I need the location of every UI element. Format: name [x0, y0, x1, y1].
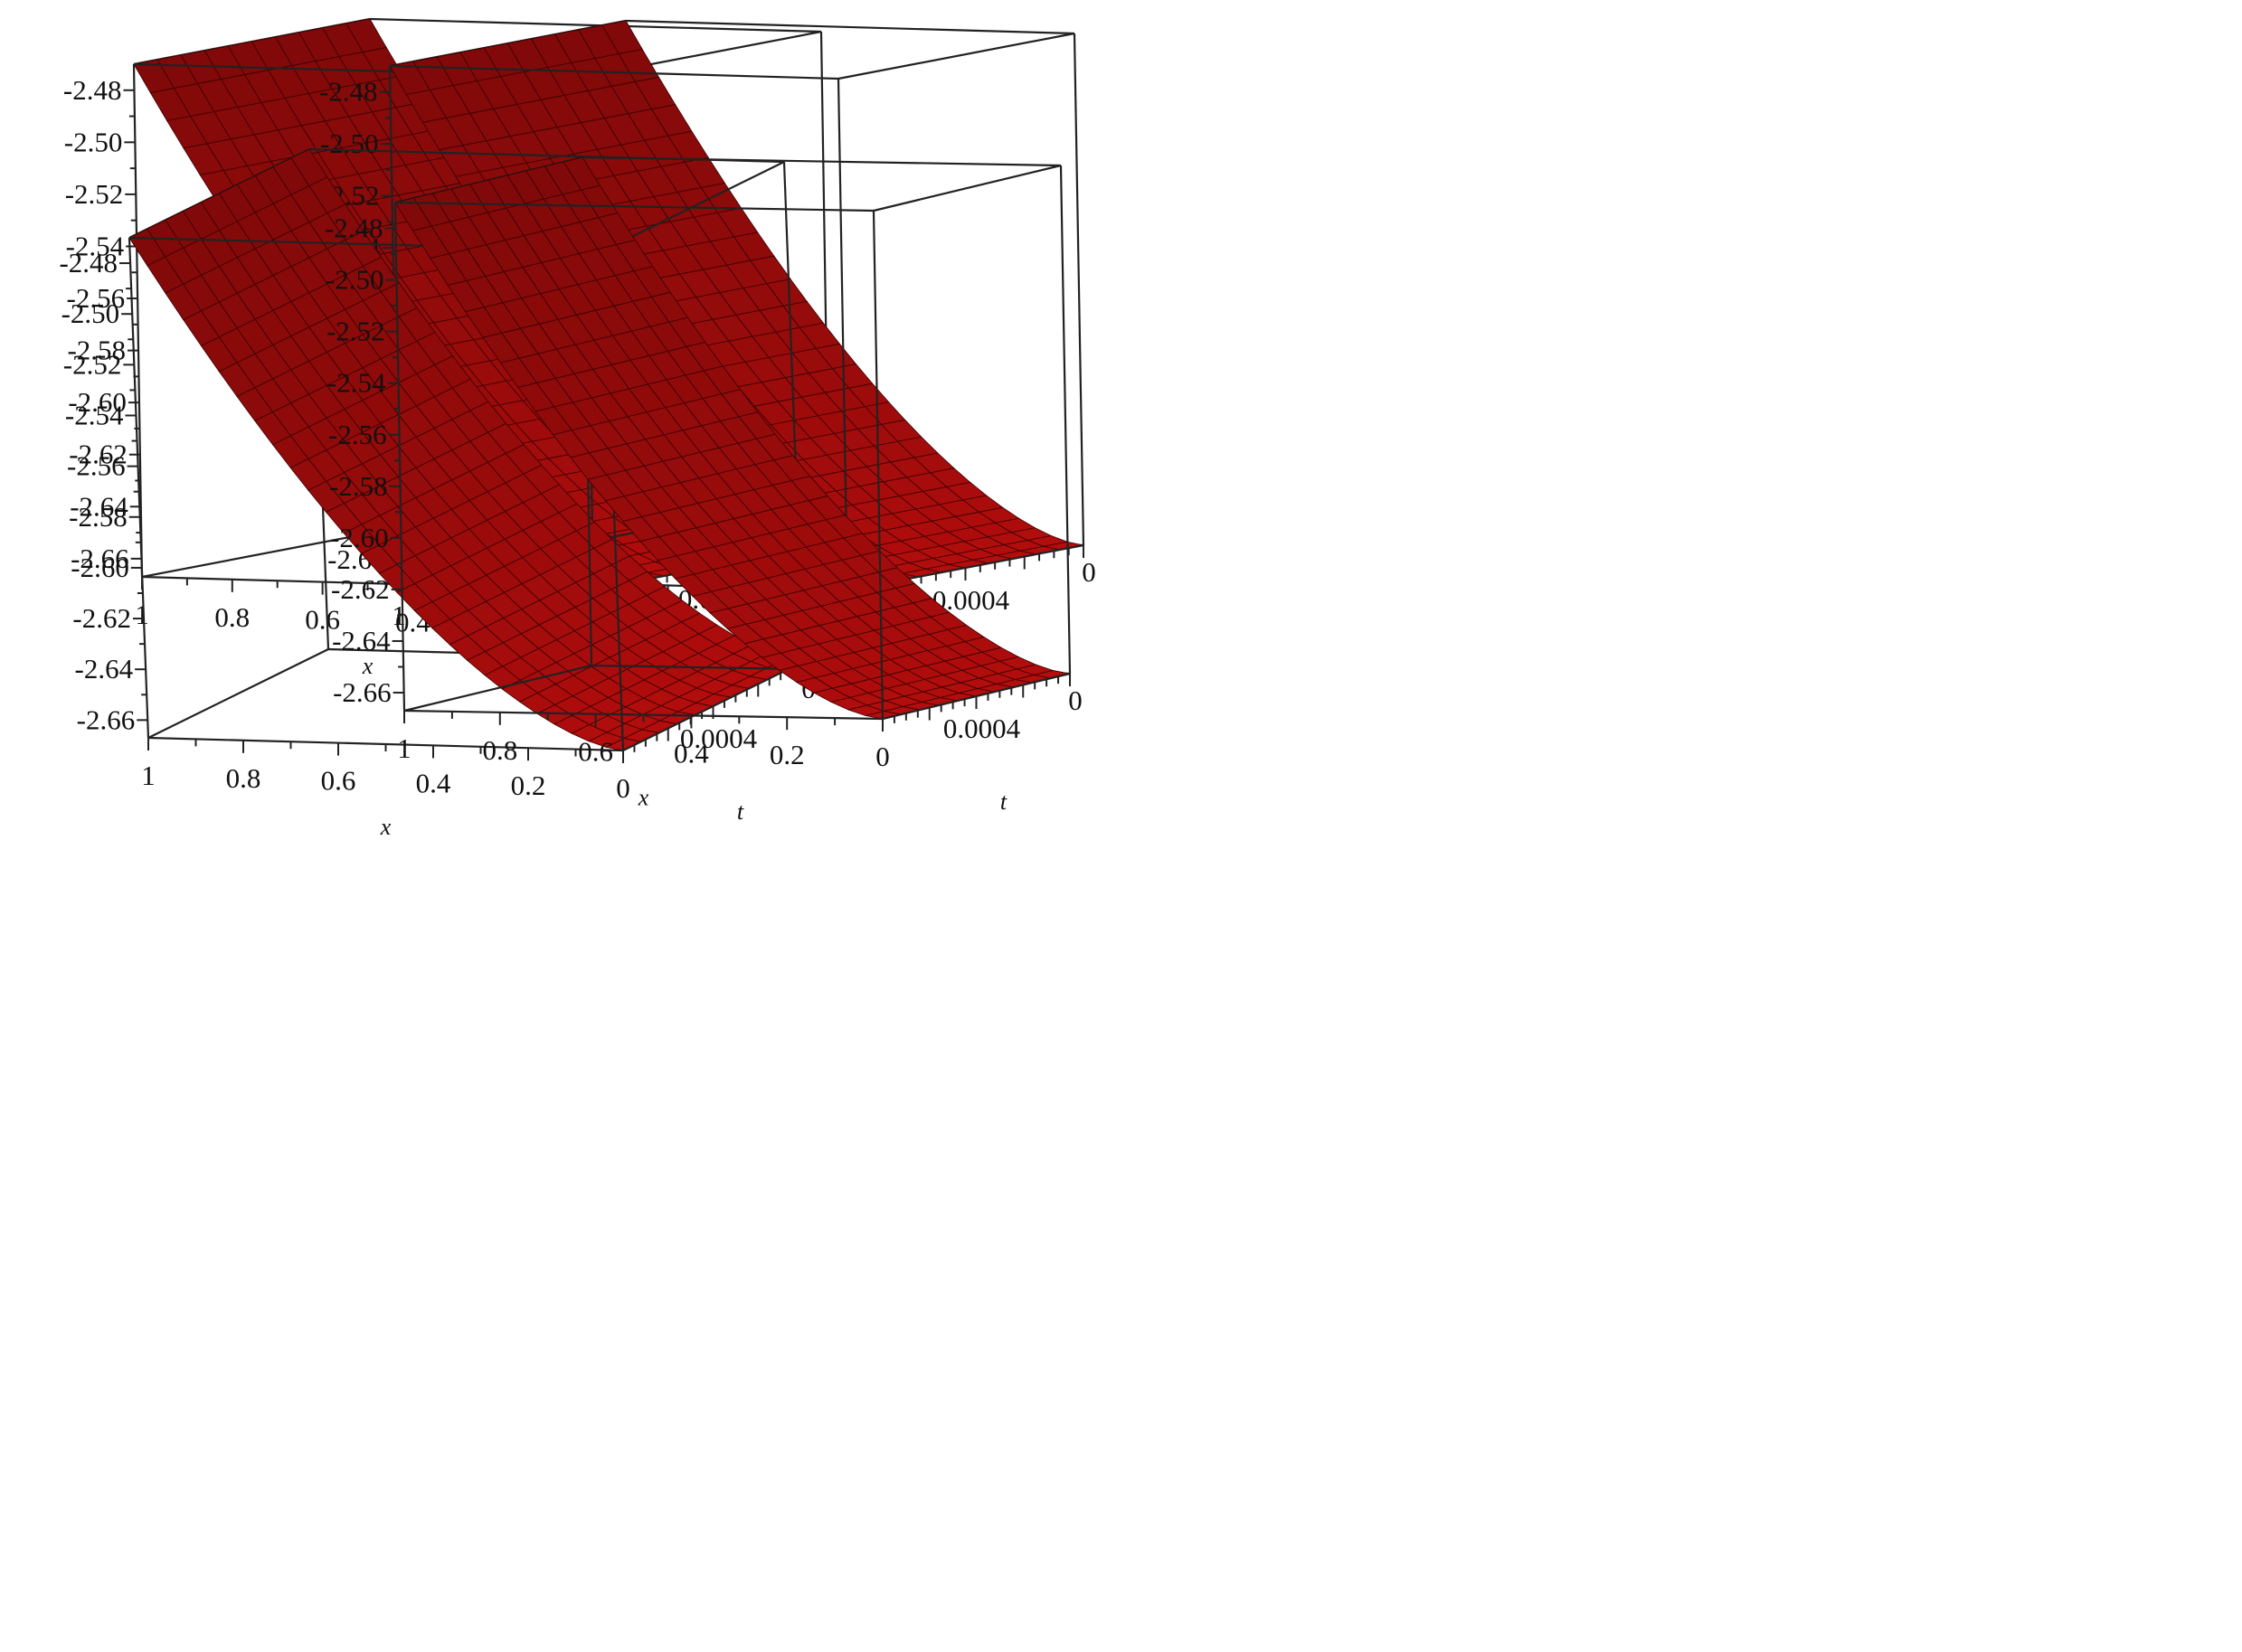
z-tick-label: -2.50 [326, 264, 384, 296]
x-tick-label: 0.8 [482, 734, 517, 766]
t-axis-title: t [1000, 788, 1007, 815]
box-edge [394, 201, 875, 212]
z-tick-label: -2.58 [69, 501, 128, 533]
box-edge [141, 530, 379, 579]
surface-mesh [394, 156, 1071, 720]
x-tick-label: 1 [141, 760, 156, 791]
box-edge [393, 202, 406, 712]
box-edge [837, 78, 849, 591]
z-tick-label: -2.54 [65, 399, 124, 430]
z-tick-label: -2.64 [75, 653, 134, 684]
z-tick-label: -2.62 [69, 439, 128, 470]
x-tick-label: 0 [875, 741, 890, 772]
z-tick-label: -2.60 [68, 386, 127, 418]
z-tick-label: -2.54 [66, 230, 125, 261]
box-edge [389, 64, 839, 80]
x-tick-label: 0.6 [305, 604, 340, 636]
x-tick-label: 0.6 [321, 765, 356, 797]
box-edge [147, 648, 329, 739]
box-edge [603, 161, 785, 251]
x-axis-title: x [362, 653, 374, 679]
t-axis-title: t [737, 798, 744, 825]
z-tick-label: -2.56 [67, 450, 126, 482]
x-tick-label: 0.6 [578, 736, 613, 768]
z-tick-label: -2.56 [328, 419, 387, 450]
z-tick-label: -2.50 [64, 126, 123, 157]
surface-plot-svg: -2.48 -2.50 -2.52 -2.54 -2.56 -2.58 -2.60 -2.62… [59, 147, 816, 840]
box-edge [1059, 165, 1072, 675]
surface-plot-3: -2.48 -2.50 -2.52 -2.54 -2.56 -2.58 -2.60 -2.62… [0, 147, 1121, 1652]
z-tick-label: -2.52 [65, 178, 124, 210]
box-edge [1073, 33, 1085, 546]
z-tick-label: -2.66 [333, 676, 392, 708]
t-tick-label: 0 [1082, 556, 1096, 588]
z-tick-label: -2.60 [330, 522, 389, 553]
box-edge [872, 210, 885, 720]
t-tick-label: 0.0004 [680, 722, 758, 754]
z-tick-label: -2.48 [59, 247, 118, 278]
x-tick-label: 0.2 [511, 769, 546, 801]
surface-plot-2: -2.48 -2.50 -2.52 -2.54 -2.56 -2.58 -2.60 -2.62… [319, 0, 2242, 814]
z-axis: -2.48 -2.50 -2.52 -2.54 -2.56 -2.58 -2.60 -2.62… [325, 212, 404, 708]
x-tick-label: 0.8 [214, 601, 250, 633]
x-axis-title: x [380, 814, 392, 840]
box-edge [837, 32, 1075, 80]
z-tick-label: -2.50 [320, 127, 379, 159]
z-tick-label: -2.58 [67, 335, 126, 366]
z-axis: -2.48 -2.50 -2.52 -2.54 -2.56 -2.58 -2.60 -2.62… [63, 74, 142, 574]
z-axis: -2.48 -2.50 -2.52 -2.54 -2.56 -2.58 -2.60 -2.62… [59, 247, 148, 735]
surface-plot-svg: -2.48 -2.50 -2.52 -2.54 -2.56 -2.58 -2.60 -2.62… [325, 156, 1083, 815]
x-tick-label: 0.2 [770, 739, 805, 770]
x-tick-label: 1 [135, 599, 149, 630]
z-tick-label: -2.62 [72, 602, 131, 634]
z-tick-label: -2.62 [331, 573, 390, 605]
x-axis-title: x [638, 785, 649, 811]
x-tick-label: 1 [397, 732, 412, 764]
z-tick-label: -2.48 [63, 74, 122, 106]
z-tick-label: -2.54 [327, 367, 386, 399]
surface-mesh [128, 148, 805, 751]
x-tick-label: 0.8 [226, 762, 261, 794]
z-tick-label: -2.48 [325, 212, 383, 244]
box-edge [369, 17, 822, 33]
t-tick-label: 0 [1068, 684, 1083, 716]
z-tick-label: -2.64 [70, 490, 128, 522]
z-tick-label: -2.58 [329, 470, 388, 502]
z-tick-label: -2.66 [71, 543, 129, 574]
z-tick-label: -2.48 [319, 76, 378, 108]
box-edge [873, 164, 1062, 212]
z-tick-label: -2.64 [332, 625, 391, 656]
t-axis: 0.0004 0 t [882, 674, 1083, 815]
x-tick-label: 0.4 [674, 737, 709, 769]
z-tick-label: -2.60 [71, 552, 129, 583]
x-tick-label: 0 [616, 772, 630, 804]
box-edge [625, 19, 1075, 35]
box-edge [582, 156, 1062, 167]
x-axis: 1 0.8 0.6 0.4 0.2 0 x [141, 738, 630, 840]
box-edge [403, 664, 592, 713]
surface-plot-svg: -2.48 -2.50 -2.52 -2.54 -2.56 -2.58 -2.60 -2.62… [319, 19, 1096, 686]
z-tick-label: -2.50 [61, 297, 120, 329]
t-tick-label: 0.0004 [943, 713, 1021, 744]
x-tick-label: 0.4 [416, 767, 451, 798]
box-edge [132, 63, 144, 578]
z-tick-label: -2.66 [77, 703, 136, 735]
surface-plot-4: -2.48 -2.50 -2.52 -2.54 -2.56 -2.58 -2.60 -2.62… [325, 156, 2242, 1652]
z-tick-label: -2.52 [63, 348, 122, 380]
z-tick-label: -2.52 [326, 316, 385, 347]
z-tick-label: -2.56 [67, 282, 126, 314]
box-edge [128, 237, 150, 739]
